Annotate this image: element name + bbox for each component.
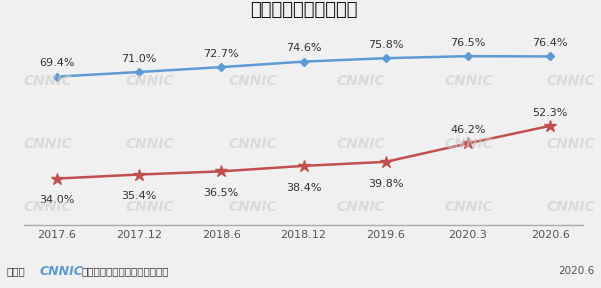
- 农村地区互联网普及率: [465, 142, 472, 145]
- Text: CNNIC: CNNIC: [24, 74, 72, 88]
- Text: 75.8%: 75.8%: [368, 40, 403, 50]
- Text: CNNIC: CNNIC: [547, 200, 595, 214]
- Text: CNNIC: CNNIC: [24, 137, 72, 151]
- Text: CNNIC: CNNIC: [228, 74, 276, 88]
- 农村地区互联网普及率: [546, 124, 554, 128]
- Text: CNNIC: CNNIC: [547, 137, 595, 151]
- 农村地区互联网普及率: [218, 170, 225, 173]
- Text: 46.2%: 46.2%: [450, 125, 486, 135]
- 农村地区互联网普及率: [135, 173, 142, 176]
- Text: CNNIC: CNNIC: [126, 137, 174, 151]
- 城镇地区互联网普及率: [135, 70, 142, 74]
- 城镇地区互联网普及率: [382, 56, 389, 60]
- Text: CNNIC: CNNIC: [445, 137, 493, 151]
- 城镇地区互联网普及率: [300, 60, 307, 63]
- Title: 城乡地区互联网普及率: 城乡地区互联网普及率: [250, 1, 357, 19]
- 城镇地区互联网普及率: [53, 75, 61, 78]
- Line: 农村地区互联网普及率: 农村地区互联网普及率: [50, 120, 557, 185]
- Text: 72.7%: 72.7%: [204, 49, 239, 59]
- Text: 74.6%: 74.6%: [285, 43, 322, 53]
- 城镇地区互联网普及率: [218, 65, 225, 69]
- 农村地区互联网普及率: [53, 177, 61, 180]
- Text: CNNIC: CNNIC: [228, 137, 276, 151]
- Text: CNNIC: CNNIC: [547, 74, 595, 88]
- Text: CNNIC: CNNIC: [337, 137, 385, 151]
- Text: CNNIC: CNNIC: [126, 200, 174, 214]
- Text: 39.8%: 39.8%: [368, 179, 403, 189]
- Text: 中国互联网络发展状况统计调查: 中国互联网络发展状况统计调查: [81, 266, 169, 276]
- Text: CNNIC: CNNIC: [337, 74, 385, 88]
- Line: 城镇地区互联网普及率: 城镇地区互联网普及率: [54, 53, 553, 80]
- 农村地区互联网普及率: [382, 160, 389, 164]
- Text: 38.4%: 38.4%: [285, 183, 322, 193]
- Text: CNNIC: CNNIC: [24, 200, 72, 214]
- Text: 76.5%: 76.5%: [450, 38, 486, 48]
- Text: 76.4%: 76.4%: [532, 38, 568, 48]
- Text: 来源：: 来源：: [6, 266, 25, 276]
- Text: CNNIC: CNNIC: [337, 200, 385, 214]
- 城镇地区互联网普及率: [546, 55, 554, 58]
- Text: CNNIC: CNNIC: [445, 74, 493, 88]
- Text: 2020.6: 2020.6: [559, 266, 595, 276]
- Text: CNNIC: CNNIC: [445, 200, 493, 214]
- Text: 35.4%: 35.4%: [121, 191, 157, 201]
- 城镇地区互联网普及率: [465, 54, 472, 58]
- Text: 36.5%: 36.5%: [204, 188, 239, 198]
- Text: 69.4%: 69.4%: [39, 58, 75, 68]
- Text: CNNIC: CNNIC: [228, 200, 276, 214]
- Text: CNNIC: CNNIC: [39, 265, 83, 278]
- Text: 34.0%: 34.0%: [39, 195, 75, 205]
- 农村地区互联网普及率: [300, 164, 307, 168]
- Text: 71.0%: 71.0%: [121, 54, 157, 64]
- Text: 52.3%: 52.3%: [532, 107, 568, 118]
- Text: CNNIC: CNNIC: [126, 74, 174, 88]
